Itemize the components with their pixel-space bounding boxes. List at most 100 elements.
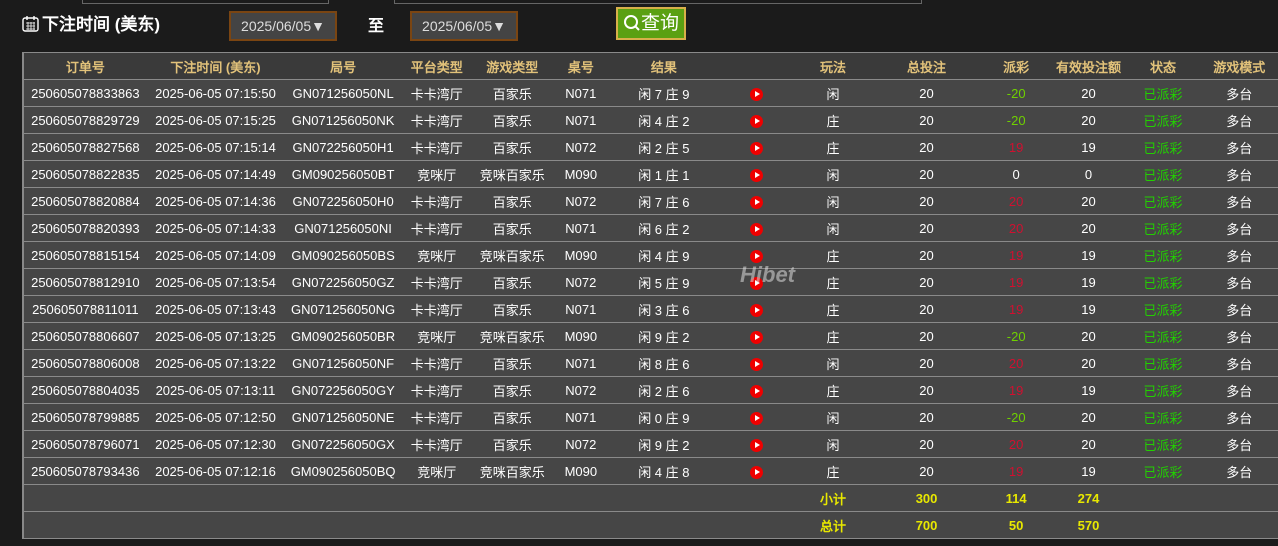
table-row: 250605078822835 2025-06-05 07:14:49 GM0902…	[23, 160, 1278, 188]
cell-game-type: 竞咪百家乐	[471, 322, 554, 350]
cell-round-id: GN072256050GZ	[284, 268, 402, 296]
play-video-icon[interactable]	[749, 141, 763, 155]
column-header-round-id: 局号	[284, 52, 402, 80]
play-video-icon[interactable]	[749, 357, 763, 371]
table-row: 250605078827568 2025-06-05 07:15:14 GN0722…	[23, 133, 1278, 161]
cell-total-bet: 20	[872, 160, 981, 188]
watermark-logo: Hibet	[740, 262, 795, 287]
cell-round-id: GN072256050H0	[284, 187, 402, 215]
cell-payout: 0	[980, 160, 1052, 188]
cell-game-mode: 多台	[1200, 160, 1278, 188]
cell-platform: 竞咪厅	[401, 241, 472, 269]
cell-round-id: GN071256050NE	[284, 403, 402, 431]
cell-order-id: 250605078815154	[23, 241, 147, 269]
cell-order-id: 250605078793436	[23, 457, 147, 485]
cell-round-id: GN071256050NL	[284, 79, 402, 107]
cell-game-mode: 多台	[1200, 430, 1278, 458]
cell-result: 闲 9 庄 2	[608, 322, 720, 350]
start-date-select[interactable]: 2025/06/05▼	[229, 11, 337, 41]
column-header-status: 状态	[1125, 52, 1201, 80]
cell-table-no: M090	[553, 322, 609, 350]
cell-bet-time: 2025-06-05 07:14:09	[146, 241, 285, 269]
cell-game-type: 百家乐	[471, 106, 554, 134]
cell-total-bet: 20	[872, 349, 981, 377]
cell-round-id: GN072256050H1	[284, 133, 402, 161]
cell-game-type: 百家乐	[471, 79, 554, 107]
replay-cell	[719, 430, 794, 458]
cell-bet-type: 闲	[793, 79, 873, 107]
cell-platform: 卡卡湾厅	[401, 295, 472, 323]
cell-game-mode: 多台	[1200, 268, 1278, 296]
cell-order-id: 250605078812910	[23, 268, 147, 296]
play-video-icon[interactable]	[749, 195, 763, 209]
cell-payout: 20	[980, 430, 1052, 458]
cell-order-id: 250605078796071	[23, 430, 147, 458]
column-header-valid-bet: 有效投注额	[1051, 52, 1126, 80]
play-video-icon[interactable]	[749, 330, 763, 344]
column-header-order-id: 订单号	[23, 52, 147, 80]
cell-bet-time: 2025-06-05 07:13:11	[146, 376, 285, 404]
cell-valid-bet: 20	[1051, 79, 1126, 107]
play-video-icon[interactable]	[749, 222, 763, 236]
replay-cell	[719, 187, 794, 215]
cell-order-id: 250605078811011	[23, 295, 147, 323]
play-video-icon[interactable]	[749, 438, 763, 452]
replay-cell	[719, 133, 794, 161]
play-video-icon[interactable]	[749, 249, 763, 263]
cell-game-mode: 多台	[1200, 214, 1278, 242]
cell-result: 闲 7 庄 6	[608, 187, 720, 215]
cell-result: 闲 6 庄 2	[608, 214, 720, 242]
cell-table-no: N072	[553, 376, 609, 404]
cell-bet-time: 2025-06-05 07:12:30	[146, 430, 285, 458]
cell-payout: 20	[980, 214, 1052, 242]
replay-cell	[719, 403, 794, 431]
play-video-icon[interactable]	[749, 465, 763, 479]
cell-platform: 竞咪厅	[401, 322, 472, 350]
replay-cell	[719, 295, 794, 323]
cell-platform: 卡卡湾厅	[401, 349, 472, 377]
play-video-icon[interactable]	[749, 114, 763, 128]
cell-total-bet: 20	[872, 457, 981, 485]
cell-order-id: 250605078827568	[23, 133, 147, 161]
column-header-payout: 派彩	[980, 52, 1052, 80]
table-row: 250605078820393 2025-06-05 07:14:33 GN0712…	[23, 214, 1278, 242]
to-label: 至	[368, 18, 385, 35]
cell-status: 已派彩	[1125, 322, 1201, 350]
cell-game-mode: 多台	[1200, 106, 1278, 134]
cell-order-id: 250605078820393	[23, 214, 147, 242]
cell-payout: 19	[980, 376, 1052, 404]
cell-valid-bet: 20	[1051, 214, 1126, 242]
query-label: 查询	[640, 13, 679, 34]
table-row: 250605078820884 2025-06-05 07:14:36 GN0722…	[23, 187, 1278, 215]
cell-game-type: 百家乐	[471, 214, 554, 242]
cell-platform: 卡卡湾厅	[401, 268, 472, 296]
cell-valid-bet: 0	[1051, 160, 1126, 188]
cell-table-no: M090	[553, 241, 609, 269]
play-video-icon[interactable]	[749, 411, 763, 425]
replay-cell	[719, 322, 794, 350]
cell-platform: 卡卡湾厅	[401, 187, 472, 215]
cell-platform: 竞咪厅	[401, 457, 472, 485]
query-button[interactable]: 查询	[616, 7, 686, 40]
cell-platform: 卡卡湾厅	[401, 403, 472, 431]
play-video-icon[interactable]	[749, 303, 763, 317]
cell-result: 闲 7 庄 9	[608, 79, 720, 107]
column-header-game-mode: 游戏模式	[1200, 52, 1278, 80]
cell-table-no: N071	[553, 214, 609, 242]
cell-bet-type: 闲	[793, 187, 873, 215]
cell-round-id: GN071256050NG	[284, 295, 402, 323]
cell-result: 闲 4 庄 9	[608, 241, 720, 269]
replay-cell	[719, 376, 794, 404]
cell-order-id: 250605078820884	[23, 187, 147, 215]
cell-payout: 20	[980, 349, 1052, 377]
cell-table-no: N071	[553, 403, 609, 431]
cell-result: 闲 4 庄 8	[608, 457, 720, 485]
play-video-icon[interactable]	[749, 168, 763, 182]
total-label: 总计	[793, 511, 873, 539]
play-video-icon[interactable]	[749, 384, 763, 398]
cell-total-bet: 20	[872, 430, 981, 458]
cell-bet-type: 庄	[793, 322, 873, 350]
end-date-select[interactable]: 2025/06/05▼	[410, 11, 518, 41]
play-video-icon[interactable]	[749, 87, 763, 101]
play-video-icon[interactable]	[749, 276, 763, 290]
